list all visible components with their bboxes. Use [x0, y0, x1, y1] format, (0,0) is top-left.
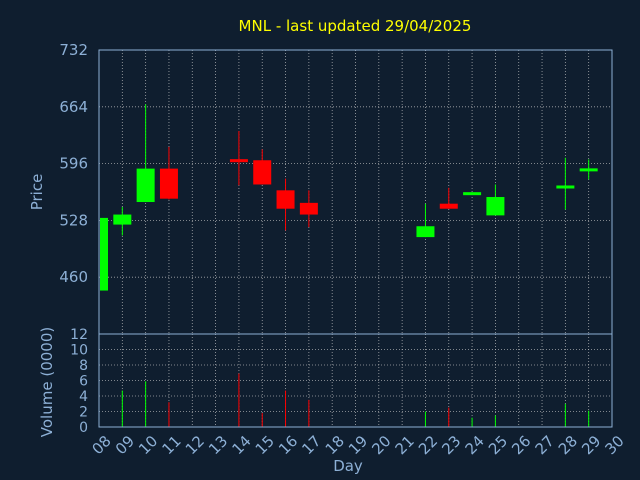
x-axis-ticks: 0809101112131415161718192021222324252627…	[89, 432, 628, 458]
volume-axis-label: Volume (0000)	[38, 327, 56, 437]
candle-body	[579, 168, 598, 172]
candle-body	[439, 203, 458, 209]
volume-tick-label: 2	[79, 405, 88, 421]
candle-body	[229, 159, 248, 163]
candle-body	[276, 190, 295, 209]
price-tick-label: 732	[59, 41, 88, 59]
candle-body	[100, 217, 108, 291]
candle-body	[416, 226, 435, 238]
price-axis-label: Price	[28, 174, 46, 211]
candle-body	[159, 168, 178, 199]
price-axis-ticks: 460 528 596 664 732	[59, 41, 88, 286]
price-tick-label: 664	[59, 98, 88, 116]
volume-tick-label: 6	[79, 374, 88, 390]
volume-tick-label: 10	[70, 343, 88, 359]
x-axis-label: Day	[333, 457, 363, 475]
candle-body	[299, 202, 318, 215]
volume-tick-label: 0	[79, 420, 88, 436]
price-tick-label: 460	[59, 268, 88, 286]
candle-body	[253, 160, 272, 185]
candle-body	[556, 185, 575, 189]
candle-body	[113, 214, 132, 225]
volume-tick-label: 4	[79, 389, 88, 405]
volume-tick-label: 12	[70, 327, 88, 343]
volume-tick-label: 8	[79, 358, 88, 374]
chart-title: MNL - last updated 29/04/2025	[239, 17, 472, 35]
price-tick-label: 596	[59, 155, 88, 173]
candle-body	[486, 197, 505, 216]
price-tick-label: 528	[59, 211, 88, 229]
volume-bars	[121, 373, 590, 427]
candle-body	[463, 192, 482, 196]
candle-body	[136, 168, 155, 203]
volume-panel-frame	[98, 333, 613, 428]
